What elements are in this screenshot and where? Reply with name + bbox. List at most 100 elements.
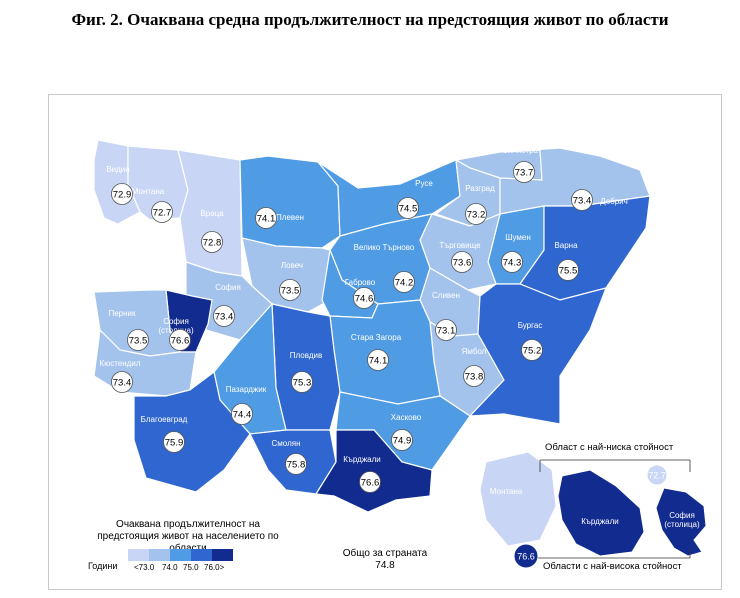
region-name-търговище: Търговище <box>439 241 481 250</box>
value-bubble-монтана <box>151 201 173 223</box>
legend-years-label: Години <box>88 561 118 571</box>
region-name-ловеч: Ловеч <box>281 261 303 270</box>
value-label-сливен: 73.1 <box>437 326 456 337</box>
value-bubble-търговище <box>451 251 473 273</box>
inset-montana-shape <box>479 451 557 547</box>
value-bubble-пловдив <box>291 371 313 393</box>
value-label-благоевград: 75.9 <box>165 438 184 449</box>
value-label-видин: 72.9 <box>113 190 132 201</box>
country-total: Общо за страната 74.8 <box>300 548 470 572</box>
region-русе <box>317 159 461 237</box>
value-label-софия-столица: 76.6 <box>171 336 190 347</box>
value-bubble-плевен <box>255 207 277 229</box>
inset-high-caption: Области с най-висока стойност <box>543 561 682 572</box>
value-bubble-добрич <box>571 189 593 211</box>
region-name-враца: Враца <box>200 209 224 218</box>
country-total-label: Общо за страната <box>342 548 428 559</box>
value-bubble-хасково <box>391 429 413 451</box>
value-label-стара-загора: 74.1 <box>369 356 388 367</box>
inset-low-value: 72.7 <box>648 471 666 481</box>
region-кърджали <box>314 429 433 513</box>
legend-tick-1: <73.0 <box>134 563 155 572</box>
inset-low-region-name: Монтана <box>490 487 523 496</box>
value-bubble-ловеч <box>279 279 301 301</box>
region-name-силистра: Силистра <box>502 146 538 155</box>
region-name-видин: Видин <box>106 165 129 174</box>
value-bubble-смолян <box>285 453 307 475</box>
region-пловдив <box>271 303 341 431</box>
inset-kardzhali-shape <box>557 469 645 557</box>
region-name-сливен: Сливен <box>432 291 460 300</box>
value-label-русе: 74.5 <box>399 204 418 215</box>
region-name-варна: Варна <box>554 241 578 250</box>
value-label-силистра: 73.7 <box>515 168 534 179</box>
region-name-кюстендил: Кюстендил <box>100 359 141 368</box>
value-label-шумен: 74.3 <box>503 258 522 269</box>
legend-tick-3: 75.0 <box>183 563 199 572</box>
value-label-хасково: 74.9 <box>393 436 412 447</box>
value-label-смолян: 75.8 <box>287 460 306 471</box>
region-name-перник: Перник <box>108 309 136 318</box>
value-bubble-кърджали <box>359 471 381 493</box>
region-name-благоевград: Благоевград <box>141 415 188 424</box>
region-name-габрово: Габрово <box>345 278 376 287</box>
value-label-перник: 73.5 <box>129 336 148 347</box>
value-label-пловдив: 75.3 <box>293 378 312 389</box>
value-bubble-шумен <box>501 251 523 273</box>
value-bubble-пазарджик <box>231 403 253 425</box>
inset-sofia-shape <box>655 487 707 557</box>
country-total-value: 74.8 <box>375 560 395 571</box>
value-label-варна: 75.5 <box>559 266 578 277</box>
value-bubble-сливен <box>435 319 457 341</box>
value-bubble-бургас <box>521 339 543 361</box>
map-frame <box>48 94 722 590</box>
value-label-кюстендил: 73.4 <box>113 378 132 389</box>
region-name-плевен: Плевен <box>276 213 304 222</box>
inset-low-caption: Област с най-ниска стойност <box>545 442 674 453</box>
region-name-велико-търново: Велико Търново <box>354 243 415 252</box>
value-bubble-габрово <box>353 287 375 309</box>
value-label-ямбол: 73.8 <box>465 372 484 383</box>
value-label-търговище: 73.6 <box>453 258 472 269</box>
value-bubble-софия <box>213 305 235 327</box>
inset-high-region-name-2: София (столица) <box>664 511 700 529</box>
value-bubble-враца <box>201 231 223 253</box>
value-label-ловеч: 73.5 <box>281 286 300 297</box>
region-name-русе: Русе <box>415 179 433 188</box>
value-label-габрово: 74.6 <box>355 294 374 305</box>
page-title: Фиг. 2. Очаквана средна продължителност … <box>71 10 669 29</box>
value-bubble-перник <box>127 329 149 351</box>
value-label-монтана: 72.7 <box>153 208 172 219</box>
value-bubble-русе <box>397 197 419 219</box>
inset-high-region-name-1: Кърджали <box>581 517 619 526</box>
value-bubble-видин <box>111 183 133 205</box>
value-bubble-кюстендил <box>111 371 133 393</box>
value-label-враца: 72.8 <box>203 238 222 249</box>
value-label-добрич: 73.4 <box>573 196 592 207</box>
region-name-добрич: Добрич <box>600 197 628 206</box>
value-label-бургас: 75.2 <box>523 346 542 357</box>
region-name-монтана: Монтана <box>132 187 165 196</box>
region-name-кърджали: Кърджали <box>343 455 381 464</box>
value-label-кърджали: 76.6 <box>361 478 380 489</box>
region-name-бургас: Бургас <box>518 321 543 330</box>
region-name-пловдив: Пловдив <box>290 351 323 360</box>
inset-high-value: 76.6 <box>517 552 535 562</box>
region-name-стара-загора: Стара Загора <box>351 333 402 342</box>
value-bubble-ямбол <box>463 365 485 387</box>
value-label-софия: 73.4 <box>215 312 234 323</box>
value-bubble-благоевград <box>163 431 185 453</box>
region-name-ямбол: Ямбол <box>462 347 487 356</box>
inset-low-value-bubble <box>646 464 668 486</box>
legend-tick-4: 76.0> <box>204 563 225 572</box>
value-label-велико-търново: 74.2 <box>395 278 414 289</box>
legend-title: Очаквана продължителност на предстоящия … <box>97 519 279 554</box>
region-name-разград: Разград <box>465 184 495 193</box>
region-name-смолян: Смолян <box>272 439 301 448</box>
region-name-хасково: Хасково <box>391 413 422 422</box>
value-bubble-велико-търново <box>393 271 415 293</box>
value-bubble-разград <box>465 203 487 225</box>
region-name-пазарджик: Пазарджик <box>226 385 267 394</box>
legend-tick-2: 74.0 <box>162 563 178 572</box>
